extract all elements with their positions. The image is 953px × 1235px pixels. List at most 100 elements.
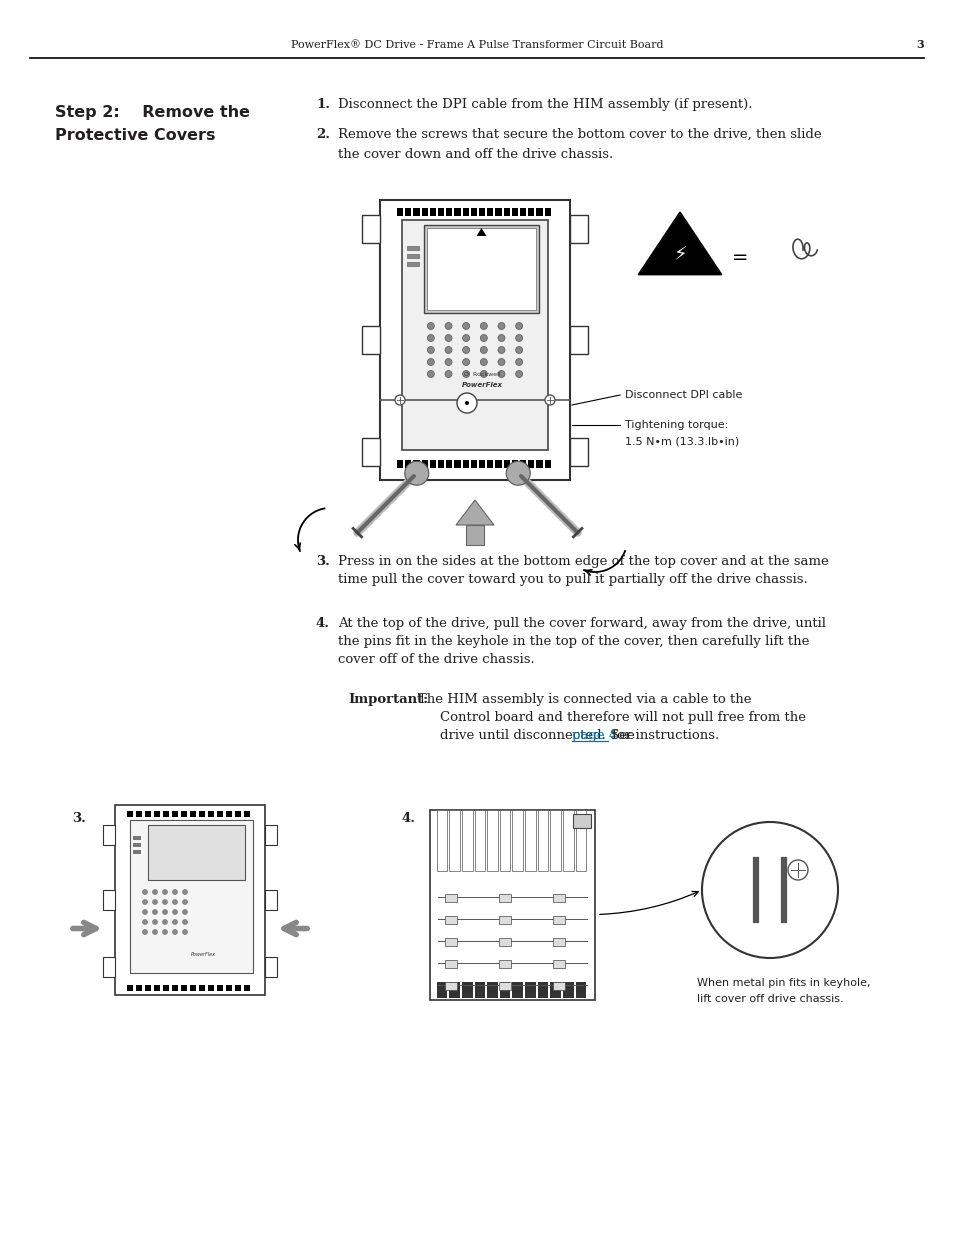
Circle shape xyxy=(516,370,522,378)
Bar xyxy=(130,820,253,973)
Circle shape xyxy=(516,322,522,330)
Circle shape xyxy=(182,889,188,894)
Circle shape xyxy=(444,347,452,353)
Text: 4.: 4. xyxy=(401,811,416,825)
Circle shape xyxy=(479,335,487,342)
Circle shape xyxy=(142,920,148,925)
Bar xyxy=(465,525,483,545)
Text: Disconnect the DPI cable from the HIM assembly (if present).: Disconnect the DPI cable from the HIM as… xyxy=(337,98,752,111)
Bar xyxy=(562,982,573,998)
Text: ⚡: ⚡ xyxy=(673,246,686,264)
Bar xyxy=(190,811,196,818)
Circle shape xyxy=(152,930,157,935)
Bar xyxy=(524,810,536,871)
Bar xyxy=(181,986,187,990)
Circle shape xyxy=(497,322,504,330)
Circle shape xyxy=(182,920,188,925)
Bar xyxy=(163,811,169,818)
Bar xyxy=(550,982,560,998)
Bar xyxy=(405,459,411,468)
Bar xyxy=(454,459,460,468)
Text: Protective Covers: Protective Covers xyxy=(55,128,215,143)
Bar xyxy=(519,459,526,468)
Bar xyxy=(172,811,178,818)
Circle shape xyxy=(444,322,452,330)
Bar xyxy=(172,986,178,990)
Bar xyxy=(265,825,276,845)
Bar xyxy=(444,916,456,924)
Text: PowerFlex: PowerFlex xyxy=(192,952,216,957)
Bar xyxy=(550,810,560,871)
Bar xyxy=(361,215,379,243)
Text: Disconnect DPI cable: Disconnect DPI cable xyxy=(624,390,741,400)
Bar xyxy=(503,459,509,468)
Bar xyxy=(407,262,418,266)
Bar xyxy=(446,459,452,468)
Bar xyxy=(461,982,472,998)
Bar xyxy=(512,982,522,998)
Circle shape xyxy=(497,370,504,378)
Polygon shape xyxy=(476,228,486,236)
Bar xyxy=(413,459,419,468)
Bar xyxy=(413,207,419,216)
Bar xyxy=(127,986,133,990)
Bar xyxy=(148,825,245,881)
Circle shape xyxy=(497,335,504,342)
Circle shape xyxy=(516,347,522,353)
Bar xyxy=(216,986,223,990)
Circle shape xyxy=(172,930,177,935)
Bar xyxy=(444,937,456,946)
Bar xyxy=(153,811,160,818)
Bar xyxy=(573,814,590,827)
Circle shape xyxy=(497,347,504,353)
Bar xyxy=(199,811,205,818)
Bar xyxy=(430,810,595,1000)
Bar xyxy=(234,811,241,818)
Bar xyxy=(536,207,542,216)
Bar xyxy=(427,228,536,310)
Bar xyxy=(265,890,276,910)
Bar xyxy=(512,459,517,468)
Bar xyxy=(436,982,447,998)
Bar xyxy=(421,207,427,216)
Circle shape xyxy=(142,930,148,935)
Bar xyxy=(132,850,141,853)
Circle shape xyxy=(152,909,157,914)
Bar xyxy=(136,986,142,990)
Bar xyxy=(103,890,115,910)
Bar xyxy=(199,986,205,990)
Bar xyxy=(407,246,418,249)
Bar xyxy=(487,810,497,871)
Text: 2.: 2. xyxy=(315,128,330,141)
Text: 1.5 N•m (13.3.lb•in): 1.5 N•m (13.3.lb•in) xyxy=(624,437,739,447)
Bar xyxy=(461,810,472,871)
Circle shape xyxy=(497,358,504,366)
Bar xyxy=(478,207,485,216)
Circle shape xyxy=(506,461,530,485)
Bar xyxy=(103,825,115,845)
Text: =: = xyxy=(731,248,747,268)
Bar xyxy=(444,960,456,968)
Circle shape xyxy=(479,322,487,330)
Bar xyxy=(498,894,511,902)
Bar xyxy=(449,810,459,871)
Circle shape xyxy=(462,347,469,353)
Circle shape xyxy=(516,358,522,366)
Circle shape xyxy=(172,920,177,925)
Circle shape xyxy=(479,370,487,378)
Bar xyxy=(462,207,468,216)
Bar xyxy=(478,459,485,468)
Circle shape xyxy=(427,347,434,353)
Bar xyxy=(361,326,379,354)
Bar xyxy=(145,811,152,818)
Circle shape xyxy=(456,393,476,412)
Circle shape xyxy=(444,335,452,342)
Bar xyxy=(405,207,411,216)
Text: Press in on the sides at the bottom edge of the top cover and at the same: Press in on the sides at the bottom edge… xyxy=(337,555,828,568)
Text: Step 2:    Remove the: Step 2: Remove the xyxy=(55,105,250,120)
Bar xyxy=(503,207,509,216)
Bar xyxy=(519,207,526,216)
Bar xyxy=(528,459,534,468)
Bar xyxy=(401,220,547,450)
Text: When metal pin fits in keyhole,: When metal pin fits in keyhole, xyxy=(697,978,869,988)
